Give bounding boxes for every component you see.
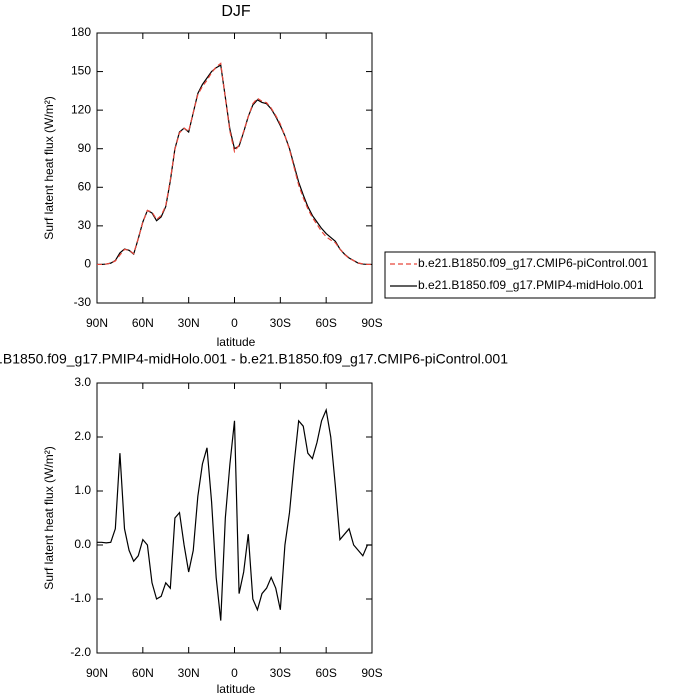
x-tick-label: 60N — [132, 316, 154, 330]
legend-box — [384, 251, 656, 299]
x-tick-label: 90N — [86, 666, 108, 680]
x-tick-label: 30S — [270, 666, 291, 680]
y-tick-label: -2.0 — [70, 645, 91, 659]
x-tick-label: 0 — [231, 666, 238, 680]
x-tick-label: 60S — [315, 666, 336, 680]
plot-frame — [96, 32, 373, 304]
x-tick-label: 90N — [86, 316, 108, 330]
data-line — [97, 64, 372, 266]
x-tick-label: 90S — [361, 316, 382, 330]
x-tick-label: 60N — [132, 666, 154, 680]
y-tick-label: -1.0 — [70, 591, 91, 605]
y-axis-label: Surf latent heat flux (W/m²) — [42, 446, 56, 589]
legend-label: b.e21.B1850.f09_g17.CMIP6-piControl.001 — [418, 256, 648, 270]
chart-title: DJF — [221, 3, 251, 20]
chart-title: b.e21.B1850.f09_g17.PMIP4-midHolo.001 - … — [0, 351, 508, 367]
y-tick-label: 1.0 — [74, 483, 91, 497]
data-line — [97, 407, 372, 621]
y-tick-label: 120 — [71, 102, 91, 116]
legend-label: b.e21.B1850.f09_g17.PMIP4-midHolo.001 — [418, 278, 644, 292]
y-tick-label: 2.0 — [74, 429, 91, 443]
y-axis-label: Surf latent heat flux (W/m²) — [42, 96, 56, 239]
x-tick-label: 30N — [178, 316, 200, 330]
x-axis-label: latitude — [217, 682, 256, 696]
x-tick-label: 60S — [315, 316, 336, 330]
y-tick-label: 180 — [71, 25, 91, 39]
y-tick-label: -30 — [74, 295, 92, 309]
y-tick-label: 60 — [78, 179, 92, 193]
x-tick-label: 30S — [270, 316, 291, 330]
y-tick-label: 150 — [71, 64, 91, 78]
y-tick-label: 3.0 — [74, 375, 91, 389]
x-tick-label: 0 — [231, 316, 238, 330]
y-tick-label: 0.0 — [74, 537, 91, 551]
x-tick-label: 30N — [178, 666, 200, 680]
x-axis-label: latitude — [217, 335, 256, 349]
y-tick-label: 0 — [84, 257, 91, 271]
data-line — [97, 62, 372, 266]
y-tick-label: 30 — [78, 218, 92, 232]
y-tick-label: 90 — [78, 141, 92, 155]
x-tick-label: 90S — [361, 666, 382, 680]
